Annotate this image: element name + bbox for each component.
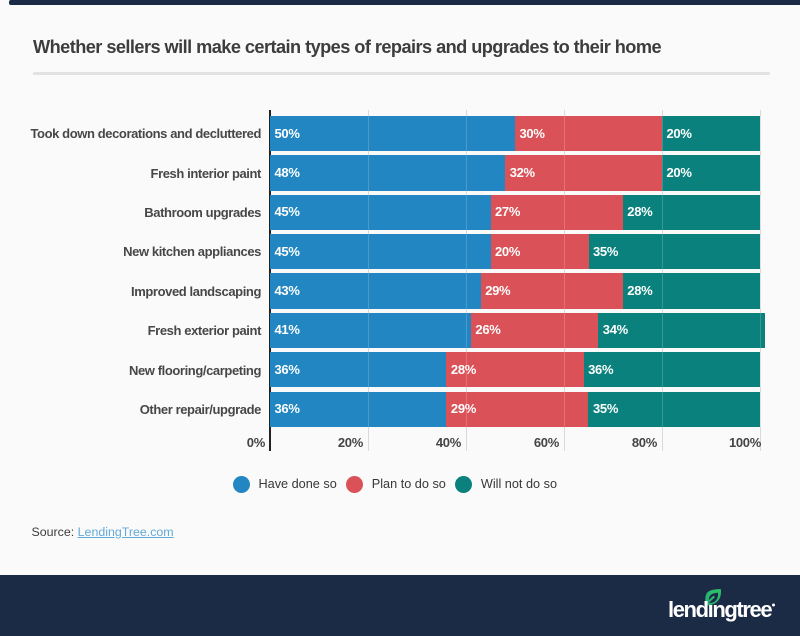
svg-text:lendıngtree: lendıngtree [668, 597, 772, 622]
